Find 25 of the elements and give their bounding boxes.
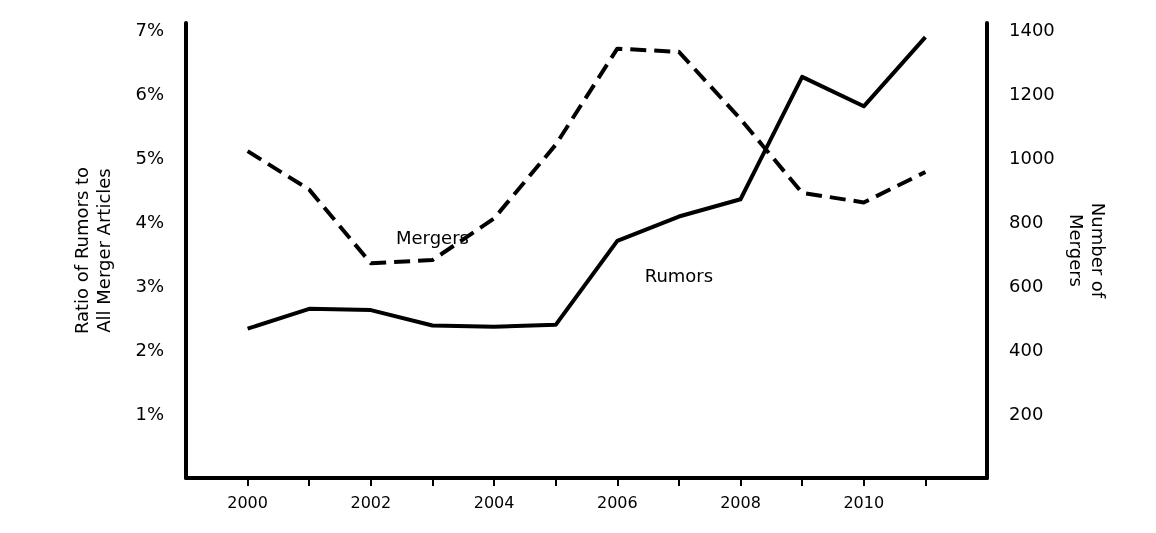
x-tick-label: 2008	[720, 492, 761, 512]
y-tick-label: 2%	[135, 339, 164, 361]
x-tick-label: 2004	[473, 492, 515, 512]
y-tick-label: 4%	[135, 211, 164, 233]
x-tick-label: 2000	[227, 492, 268, 512]
y2-axis-title: Number of Mergers	[1066, 202, 1110, 299]
x-tick-label: 2010	[843, 492, 885, 512]
y-tick-label: 6%	[135, 82, 164, 104]
y2-tick-label: 400	[1009, 339, 1044, 361]
series-label: Rumors	[644, 265, 714, 287]
y-axis-title: Ratio of Rumors to All Merger Articles	[70, 166, 114, 335]
y-tick-label: 7%	[135, 18, 164, 40]
y2-tick-label: 200	[1009, 403, 1044, 425]
y2-tick-label: 800	[1009, 211, 1044, 233]
y2-tick-label: 1000	[1009, 147, 1055, 169]
y-tick-label: 3%	[135, 275, 164, 297]
x-tick-label: 2002	[350, 492, 392, 512]
y2-tick-label: 1400	[1009, 18, 1055, 40]
y-tick-label: 1%	[135, 403, 164, 425]
y2-tick-label: 1200	[1009, 82, 1055, 104]
x-tick-label: 2006	[596, 492, 638, 512]
y-tick-label: 5%	[135, 147, 164, 169]
series-label: Mergers	[395, 226, 469, 248]
y2-tick-label: 600	[1009, 275, 1044, 297]
line-series	[245, 35, 928, 331]
